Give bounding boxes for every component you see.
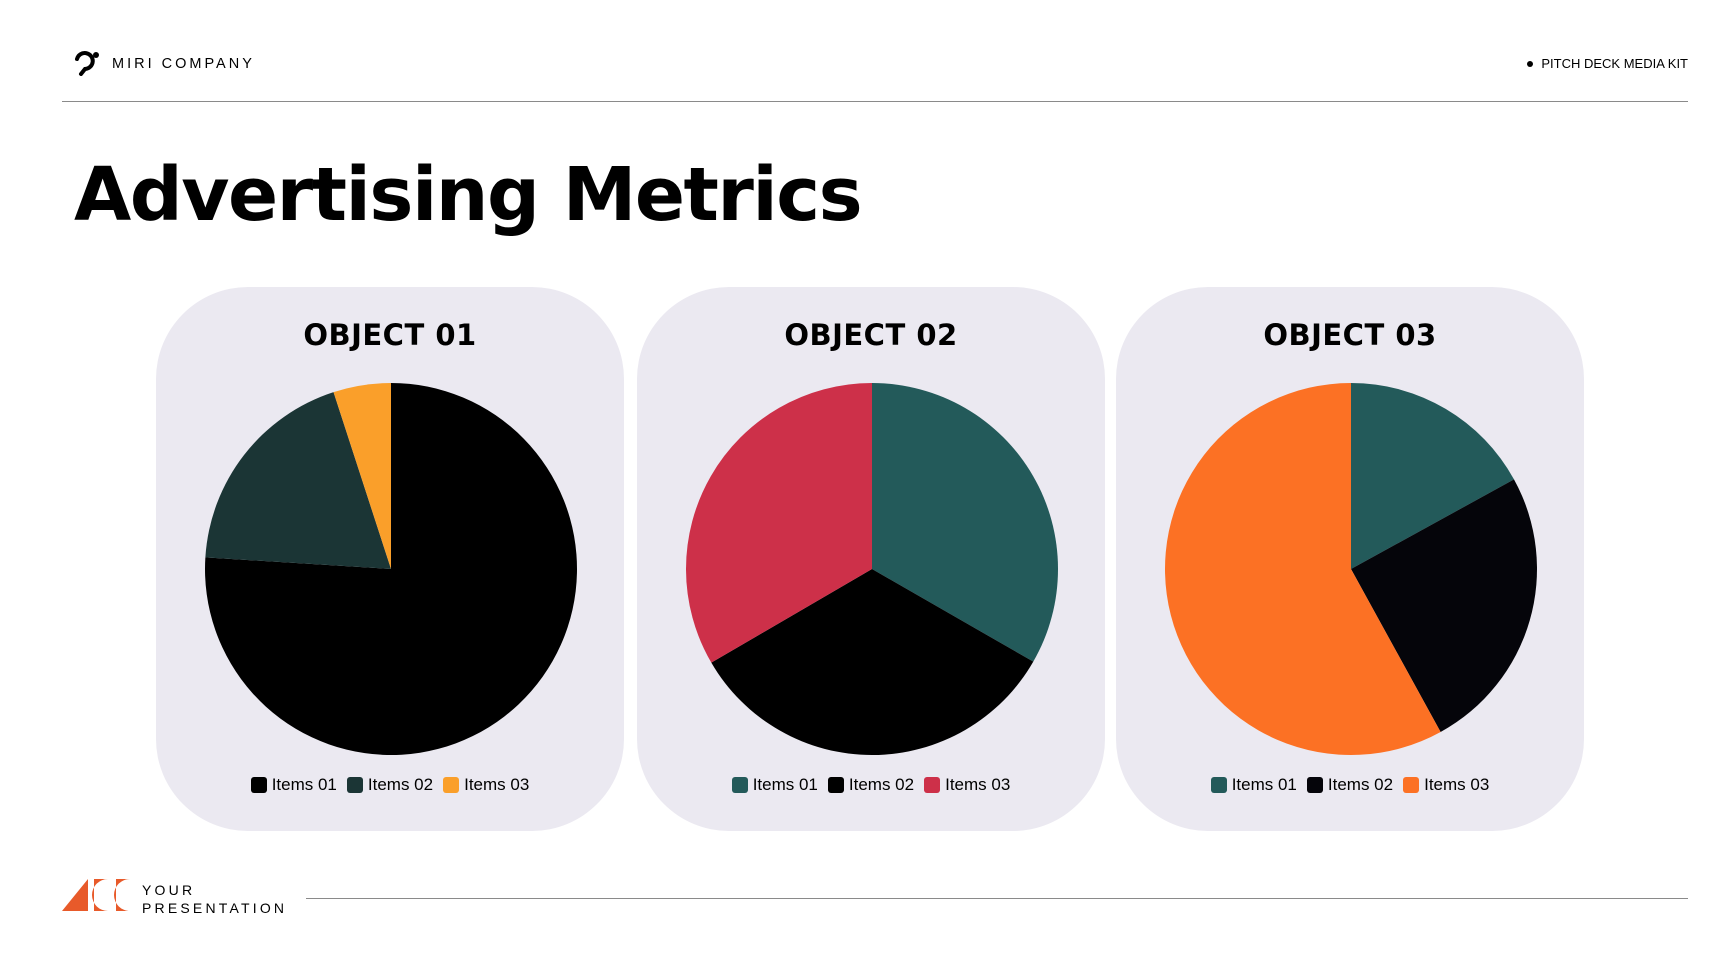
pie-slice-1 — [872, 383, 1059, 662]
chart-title: OBJECT 02 — [784, 318, 958, 352]
chart-legend: Items 01 Items 02 Items 03 — [156, 775, 624, 795]
chart-title: OBJECT 01 — [303, 318, 477, 352]
pie-slice-2 — [711, 569, 1034, 756]
footer-line-1: YOUR — [142, 882, 196, 898]
legend-item: Items 03 — [1403, 775, 1489, 795]
pie-slice-2 — [205, 392, 391, 569]
legend-swatch — [346, 777, 363, 793]
legend-item: Items 01 — [1210, 775, 1297, 795]
header-divider — [62, 101, 1688, 102]
pie-slice-3 — [686, 383, 872, 663]
legend-label: Items 03 — [1424, 775, 1490, 794]
pie-slice-3 — [1164, 383, 1441, 755]
legend-label: Items 01 — [752, 775, 818, 794]
legend-swatch — [731, 777, 748, 793]
legend-item: Items 03 — [443, 775, 529, 795]
company-name: MIRI COMPANY — [112, 56, 255, 72]
chart-legend: Items 01 Items 02 Items 03 — [1116, 775, 1584, 795]
pie-chart — [686, 383, 1059, 756]
chart-legend: Items 01 Items 02 Items 03 — [637, 775, 1105, 795]
legend-swatch — [250, 777, 267, 793]
legend-label: Items 01 — [1231, 775, 1297, 794]
legend-swatch — [1403, 777, 1420, 793]
chart-title: OBJECT 03 — [1263, 318, 1437, 352]
legend-item: Items 03 — [924, 775, 1010, 795]
legend-swatch — [827, 777, 844, 793]
legend-label: Items 03 — [945, 775, 1011, 794]
legend-label: Items 02 — [848, 775, 915, 794]
pie-chart — [1164, 383, 1537, 755]
footer-brand: YOUR PRESENTATION — [142, 881, 287, 917]
legend-label: Items 02 — [1327, 775, 1394, 794]
legend-item: Items 02 — [827, 775, 915, 795]
chart-card-object-01: OBJECT 01 Items 01 Items 02 Items 03 — [156, 287, 624, 831]
legend-swatch — [1210, 777, 1227, 793]
company-logo-icon — [75, 51, 99, 76]
pie-slice-1 — [1351, 383, 1514, 569]
pie-slice-3 — [333, 383, 391, 569]
deck-tag: PITCH DECK MEDIA KIT — [1527, 56, 1688, 71]
legend-swatch — [1306, 777, 1323, 793]
pie-chart — [205, 383, 578, 755]
bullet-icon — [1527, 60, 1534, 67]
page-title: Advertising Metrics — [74, 152, 863, 238]
deck-tag-label: PITCH DECK MEDIA KIT — [1541, 56, 1688, 71]
footer-line-2: PRESENTATION — [142, 900, 288, 916]
pie-slice-2 — [1351, 479, 1537, 732]
chart-card-object-03: OBJECT 03 Items 01 Items 02 Items 03 — [1116, 287, 1584, 831]
presentation-logo-icon — [62, 879, 130, 911]
legend-label: Items 01 — [271, 775, 337, 794]
pie-slice-1 — [205, 383, 578, 755]
legend-label: Items 02 — [367, 775, 434, 794]
legend-item: Items 02 — [346, 775, 434, 795]
legend-item: Items 01 — [250, 775, 337, 795]
legend-item: Items 02 — [1306, 775, 1394, 795]
legend-swatch — [443, 777, 460, 793]
legend-swatch — [924, 777, 941, 793]
legend-item: Items 01 — [731, 775, 818, 795]
footer-divider — [306, 898, 1688, 899]
chart-card-object-02: OBJECT 02 Items 01 Items 02 Items 03 — [637, 287, 1105, 831]
legend-label: Items 03 — [464, 775, 530, 794]
